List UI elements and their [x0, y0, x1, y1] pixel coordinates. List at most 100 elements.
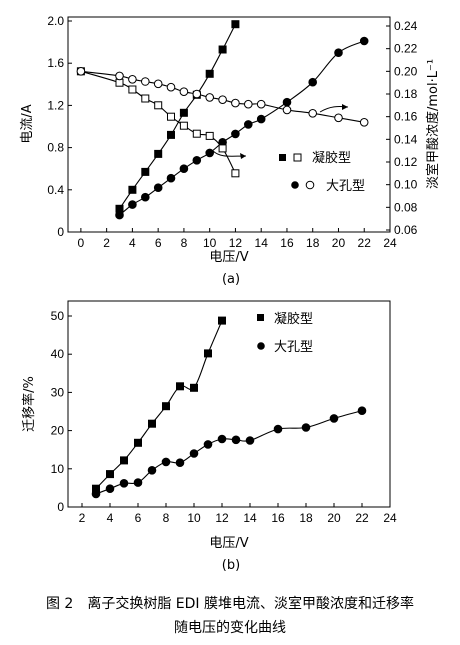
data-point-a-filled-circle — [166, 173, 176, 183]
y-tick-label-b: 20 — [51, 424, 65, 438]
legend-filled-circle-a — [291, 181, 299, 189]
data-point-a-open-circle — [166, 82, 176, 92]
figure-caption-line1: 图 2 离子交换树脂 EDI 膜堆电流、淡室甲酸浓度和迁移率 — [45, 596, 414, 612]
data-point-a-open-square — [115, 78, 124, 87]
markers-b — [91, 316, 367, 499]
x-tick-label-a: 12 — [229, 236, 243, 250]
legend-label-macro-b: 大孔型 — [274, 340, 313, 355]
x-tick-label-a: 2 — [103, 236, 110, 250]
data-point-b-filled-circle — [245, 436, 255, 445]
series-line-b-1 — [95, 410, 363, 495]
x-tick-label-b: 20 — [327, 511, 341, 525]
data-point-a-open-circle — [115, 71, 124, 81]
x-tick-label-b: 18 — [299, 511, 313, 525]
legend-a: 凝胶型 大孔型 — [279, 150, 365, 194]
data-point-a-open-circle — [256, 99, 266, 109]
legend-open-circle-a — [305, 180, 315, 190]
data-point-a-open-circle — [231, 98, 240, 108]
data-point-b-filled-circle — [161, 457, 171, 467]
data-point-b-filled-circle — [133, 478, 143, 487]
data-point-a-open-square — [205, 131, 214, 140]
legend-label-gel-b: 凝胶型 — [274, 311, 313, 327]
data-point-a-filled-circle — [115, 210, 124, 220]
data-point-a-open-square — [128, 85, 137, 94]
data-point-b-filled-circle — [203, 440, 213, 449]
legend-filled-square-a — [279, 154, 286, 161]
data-point-a-filled-square — [141, 167, 150, 176]
data-point-b-filled-circle — [119, 479, 129, 488]
x-tick-label-b: 8 — [163, 511, 170, 525]
x-tick-label-a: 8 — [181, 236, 188, 250]
series-line-a-1 — [119, 40, 365, 216]
data-point-a-filled-square — [218, 45, 227, 54]
legend-b: 凝胶型 大孔型 — [257, 311, 313, 355]
legend-open-square-a — [293, 153, 302, 162]
y-right-tick-label-a: 0.14 — [394, 132, 418, 146]
data-point-a-open-circle — [179, 87, 189, 96]
data-point-b-filled-square — [106, 470, 114, 479]
y-tick-label-b: 30 — [51, 385, 65, 399]
data-point-a-filled-circle — [256, 114, 266, 124]
data-point-b-filled-circle — [217, 434, 227, 444]
data-point-a-open-square — [179, 121, 188, 130]
markers-a — [76, 20, 369, 220]
series-line-b-0 — [95, 320, 223, 490]
y-right-tick-label-a: 0.18 — [394, 87, 418, 101]
data-point-b-filled-circle — [105, 484, 115, 494]
y-axis-title-b: 迁移率/% — [21, 376, 37, 432]
data-point-a-filled-circle — [179, 164, 189, 173]
data-point-b-filled-circle — [91, 489, 101, 499]
y-right-tick-label-a: 0.08 — [394, 200, 418, 214]
data-point-b-filled-square — [134, 438, 142, 447]
data-point-a-filled-circle — [282, 97, 292, 107]
data-point-a-open-circle — [128, 75, 137, 84]
data-point-b-filled-square — [218, 316, 226, 325]
x-tick-label-b: 22 — [355, 511, 369, 525]
data-point-b-filled-square — [120, 456, 128, 465]
data-point-b-filled-circle — [301, 423, 311, 432]
data-point-a-filled-square — [128, 185, 137, 194]
y-right-tick-label-a: 0.12 — [394, 155, 418, 169]
data-point-a-filled-circle — [231, 129, 240, 139]
data-point-a-open-circle — [205, 93, 214, 102]
data-point-b-filled-square — [190, 383, 198, 392]
y-tick-label-a: 1.2 — [47, 98, 64, 112]
x-axis-title-b: 电压/V — [209, 536, 248, 551]
data-point-b-filled-circle — [231, 435, 241, 445]
y-tick-label-a: 2.0 — [47, 14, 64, 28]
data-point-a-open-circle — [308, 109, 318, 118]
data-point-a-open-circle — [282, 105, 292, 115]
x-tick-label-a: 24 — [383, 236, 397, 250]
data-point-a-open-circle — [218, 95, 227, 104]
y-tick-label-a: 0.4 — [47, 183, 64, 197]
y-right-tick-label-a: 0.06 — [394, 223, 418, 237]
data-point-a-filled-circle — [192, 156, 202, 165]
data-point-a-open-square — [192, 129, 201, 138]
data-point-a-open-circle — [76, 67, 86, 76]
data-point-a-filled-circle — [128, 200, 137, 209]
data-point-a-filled-circle — [244, 120, 253, 129]
y-right-tick-label-a: 0.10 — [394, 178, 418, 192]
y-tick-label-b: 0 — [57, 500, 64, 514]
data-point-a-open-circle — [141, 77, 150, 86]
data-point-b-filled-circle — [357, 406, 367, 416]
data-point-a-open-circle — [244, 99, 253, 109]
legend-filled-square-b — [257, 314, 264, 321]
data-point-b-filled-square — [162, 402, 170, 411]
x-tick-label-a: 4 — [129, 236, 136, 250]
x-tick-label-a: 16 — [280, 236, 294, 250]
data-point-a-open-circle — [334, 113, 343, 123]
panel-label-b: (b) — [222, 558, 240, 573]
y-left-axis-title-a: 电流/A — [20, 104, 35, 143]
data-point-b-filled-circle — [189, 449, 199, 458]
y-tick-label-a: 0.8 — [47, 141, 64, 155]
x-tick-label-a: 0 — [78, 236, 85, 250]
y-right-tick-label-a: 0.16 — [394, 110, 418, 124]
axes-a: 0 2 4 6 8 10 12 14 16 18 20 22 2400.40.81.21.62.00.0… — [47, 14, 417, 250]
plot-frame-a — [67, 16, 391, 233]
plot-frame-b — [67, 300, 391, 508]
data-point-a-filled-square — [179, 108, 188, 117]
